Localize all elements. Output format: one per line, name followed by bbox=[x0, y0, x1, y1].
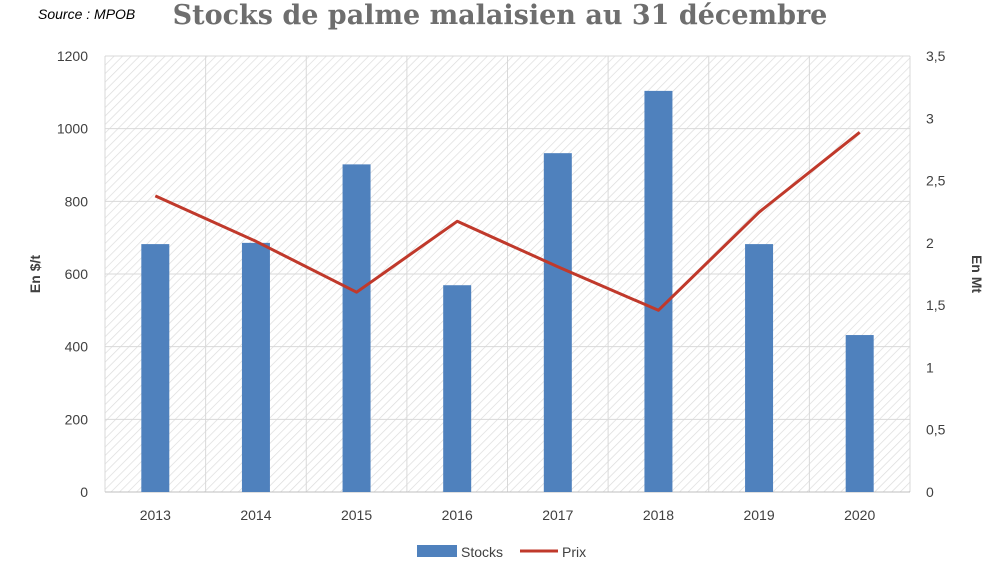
y-right-ticks: 0 0,5 1 1,5 2 2,5 3 3,5 bbox=[926, 48, 946, 500]
bar-2017 bbox=[543, 153, 572, 492]
legend-label-prix: Prix bbox=[562, 544, 586, 560]
x-tick-2015: 2015 bbox=[341, 507, 372, 523]
y-right-axis-label: En Mt bbox=[969, 255, 985, 293]
y-left-tick: 800 bbox=[65, 193, 89, 209]
bar-2013 bbox=[141, 244, 170, 492]
bar-2019 bbox=[745, 244, 774, 492]
bar-2016 bbox=[443, 285, 472, 492]
y-left-tick: 200 bbox=[65, 411, 89, 427]
source-note: Source : MPOB bbox=[38, 6, 135, 22]
bar-2015 bbox=[342, 164, 371, 492]
series-line-prix bbox=[154, 131, 861, 312]
y-right-tick: 3 bbox=[926, 110, 934, 126]
y-left-tick: 1200 bbox=[57, 48, 88, 64]
bar-2020 bbox=[845, 335, 874, 492]
y-right-tick: 2 bbox=[926, 235, 934, 251]
y-right-tick: 0,5 bbox=[926, 422, 946, 438]
legend: Stocks Prix bbox=[417, 544, 586, 560]
x-tick-2013: 2013 bbox=[140, 507, 171, 523]
y-right-tick: 0 bbox=[926, 484, 934, 500]
legend-label-stocks: Stocks bbox=[461, 544, 503, 560]
y-left-ticks: 0 200 400 600 800 1000 1200 bbox=[57, 48, 88, 500]
y-right-tick: 1,5 bbox=[926, 297, 946, 313]
y-left-axis-label: En $/t bbox=[27, 255, 43, 293]
legend-swatch-stocks bbox=[417, 545, 457, 557]
x-tick-2014: 2014 bbox=[240, 507, 271, 523]
bar-2014 bbox=[241, 242, 270, 492]
x-tick-2018: 2018 bbox=[643, 507, 674, 523]
x-tick-2019: 2019 bbox=[743, 507, 774, 523]
chart-title: Stocks de palme malaisien au 31 décembre bbox=[173, 0, 828, 31]
x-tick-2016: 2016 bbox=[442, 507, 473, 523]
x-ticks: 2013 2014 2015 2016 2017 2018 2019 2020 bbox=[140, 507, 876, 523]
y-left-tick: 400 bbox=[65, 339, 89, 355]
bars bbox=[141, 90, 874, 492]
grid-lines bbox=[104, 55, 911, 493]
y-left-tick: 600 bbox=[65, 266, 89, 282]
bar-2018 bbox=[644, 90, 673, 492]
x-tick-2017: 2017 bbox=[542, 507, 573, 523]
x-tick-2020: 2020 bbox=[844, 507, 875, 523]
y-left-tick: 0 bbox=[80, 484, 88, 500]
y-right-tick: 2,5 bbox=[926, 173, 946, 189]
y-right-tick: 1 bbox=[926, 359, 934, 375]
y-right-tick: 3,5 bbox=[926, 48, 946, 64]
y-left-tick: 1000 bbox=[57, 121, 88, 137]
